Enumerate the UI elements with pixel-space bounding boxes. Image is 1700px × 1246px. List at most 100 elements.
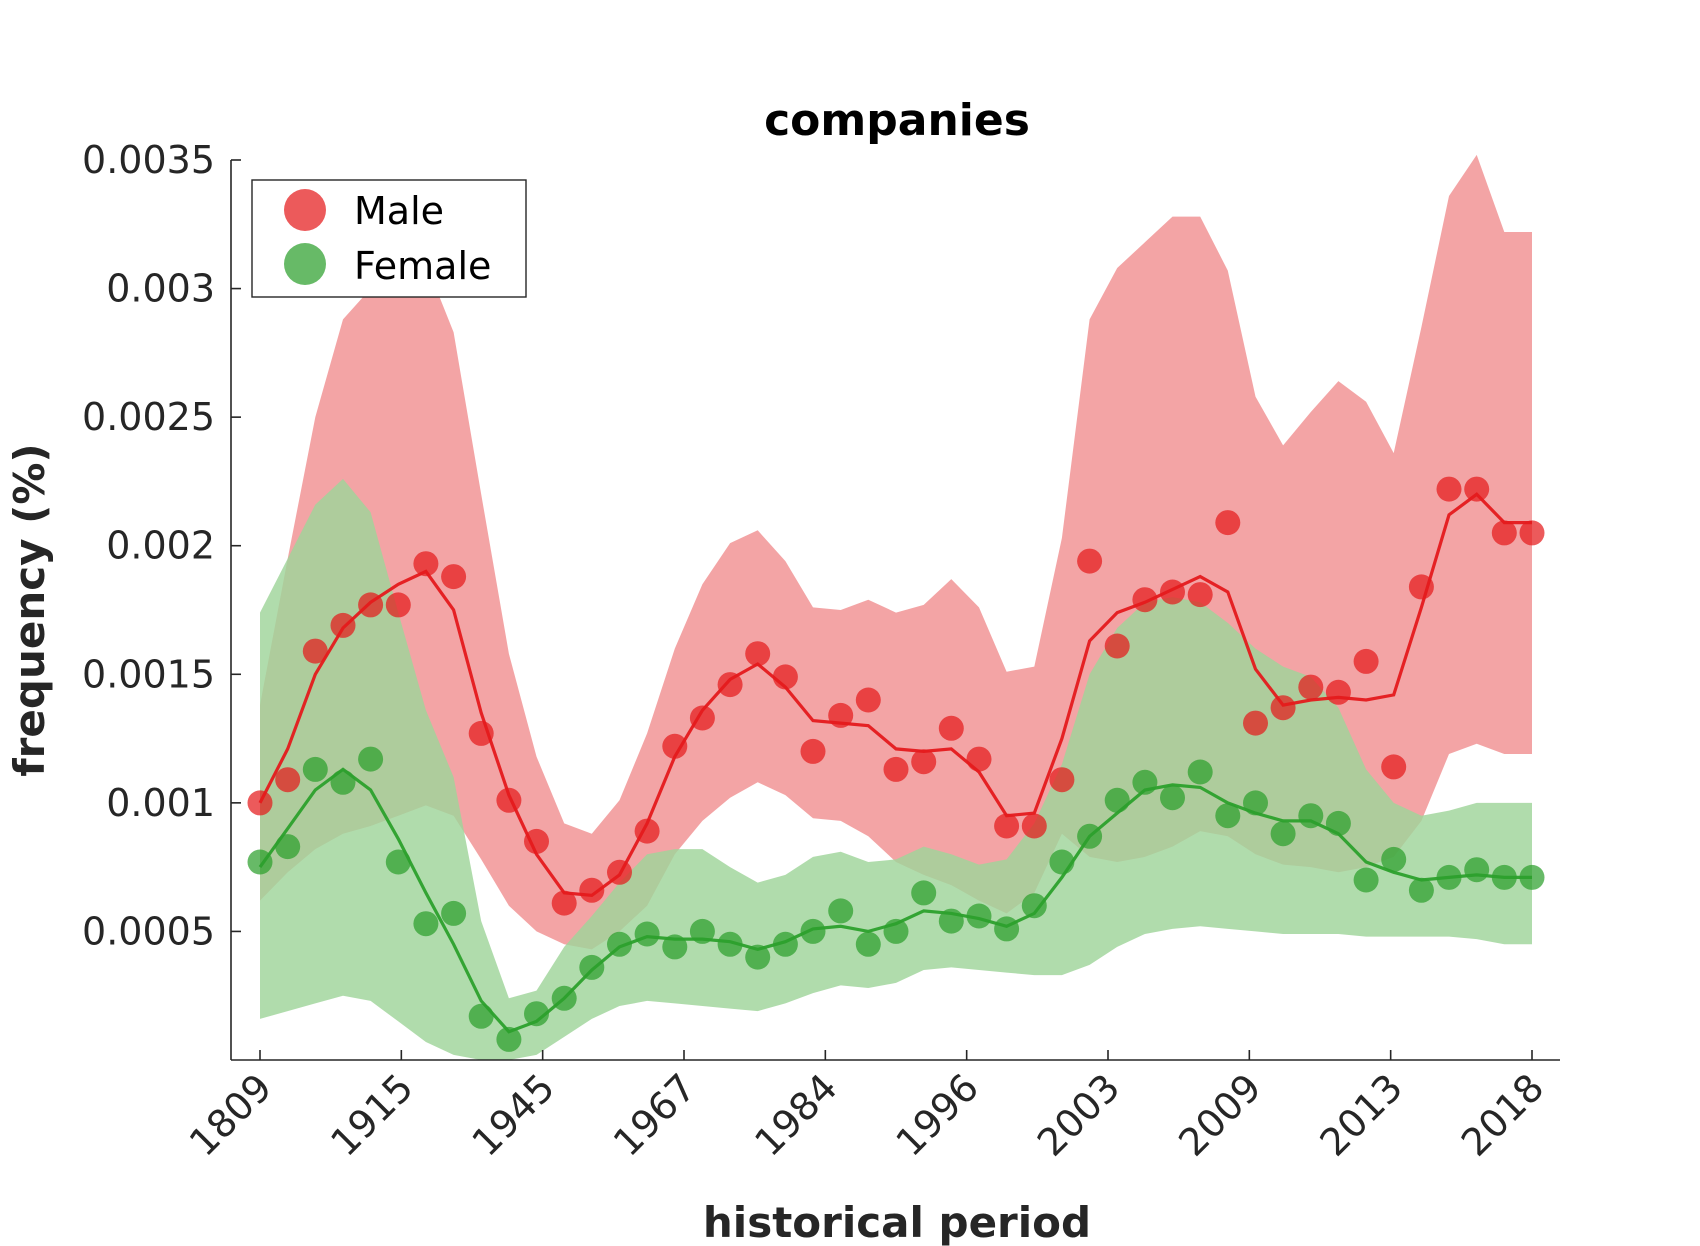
point-female: [1464, 857, 1490, 883]
point-male: [579, 877, 605, 903]
point-male: [772, 664, 798, 690]
point-male: [551, 890, 577, 916]
point-female: [1077, 823, 1103, 849]
legend: Male Female: [251, 179, 527, 298]
point-female: [800, 918, 826, 944]
point-female: [1381, 846, 1407, 872]
x-ticks: 1809 1915 1945 1967 1984 1996 2003 2009 2013 2018: [181, 1050, 1553, 1165]
x-tick-label: 2018: [1453, 1065, 1553, 1165]
point-male: [994, 813, 1020, 839]
point-female: [1353, 867, 1379, 893]
legend-marker-male: [284, 189, 326, 231]
point-male: [1464, 476, 1490, 502]
point-male: [1160, 579, 1185, 605]
y-axis-title: frequency (%): [5, 443, 54, 776]
point-female: [1187, 759, 1213, 785]
point-female: [1215, 803, 1241, 829]
point-male: [745, 641, 771, 667]
band-female: [260, 478, 1532, 1060]
point-male: [662, 733, 688, 759]
x-axis-title: historical period: [703, 1198, 1091, 1246]
point-female: [745, 944, 771, 970]
point-female: [468, 1003, 494, 1029]
x-tick-label: 2009: [1170, 1065, 1270, 1165]
point-female: [1160, 785, 1185, 811]
point-female: [385, 849, 411, 875]
point-female: [994, 916, 1020, 942]
point-female: [1408, 877, 1434, 903]
point-female: [302, 756, 328, 782]
point-female: [1243, 790, 1268, 816]
point-male: [966, 746, 992, 772]
point-female: [496, 1026, 522, 1052]
point-female: [1270, 821, 1296, 847]
point-male: [1187, 582, 1213, 608]
point-female: [855, 931, 881, 957]
point-female: [441, 900, 467, 926]
legend-label-male: Male: [354, 189, 444, 233]
chart-title: companies: [764, 95, 1030, 146]
y-tick-label: 0.001: [106, 781, 215, 825]
point-male: [358, 592, 384, 618]
point-male: [247, 790, 273, 816]
point-male: [1491, 520, 1517, 546]
point-male: [1353, 648, 1379, 674]
point-female: [938, 908, 964, 934]
x-tick-label: 1996: [888, 1065, 988, 1165]
point-male: [1436, 476, 1462, 502]
point-male: [1298, 674, 1324, 700]
y-tick-label: 0.002: [106, 524, 215, 568]
x-tick-label: 2003: [1029, 1065, 1129, 1165]
confidence-bands: [260, 154, 1532, 1060]
point-male: [302, 638, 328, 664]
point-female: [662, 934, 688, 960]
point-male: [800, 738, 826, 764]
point-male: [496, 787, 522, 813]
point-female: [883, 918, 909, 944]
point-male: [1104, 633, 1130, 659]
point-male: [1519, 520, 1545, 546]
legend-label-female: Female: [354, 244, 491, 288]
point-female: [1436, 864, 1462, 890]
point-male: [468, 720, 494, 746]
point-male: [689, 705, 715, 731]
point-female: [247, 849, 273, 875]
point-female: [911, 880, 937, 906]
point-male: [634, 818, 660, 844]
x-tick-label: 1967: [605, 1065, 705, 1165]
data-points: [247, 476, 1545, 1052]
point-male: [330, 612, 356, 638]
point-male: [911, 749, 937, 775]
point-male: [275, 767, 301, 793]
point-female: [413, 911, 439, 937]
point-female: [1132, 769, 1158, 795]
point-male: [855, 687, 881, 713]
y-tick-label: 0.0005: [82, 909, 215, 953]
point-male: [524, 828, 549, 854]
axes: [230, 160, 1560, 1061]
point-male: [1270, 695, 1296, 721]
point-male: [1381, 754, 1407, 780]
point-female: [275, 834, 301, 860]
point-female: [1519, 864, 1545, 890]
y-ticks: 0.0005 0.001 0.0015 0.002 0.0025 0.003 0.0035: [82, 138, 241, 953]
point-female: [1104, 787, 1130, 813]
point-female: [689, 918, 715, 944]
x-tick-label: 1915: [322, 1065, 422, 1165]
y-tick-label: 0.003: [106, 267, 215, 311]
point-female: [828, 898, 854, 924]
point-male: [1049, 767, 1075, 793]
y-tick-label: 0.0035: [82, 138, 215, 182]
point-male: [1215, 510, 1241, 536]
point-female: [579, 954, 605, 980]
point-male: [441, 564, 467, 590]
point-female: [966, 903, 992, 929]
point-male: [1408, 574, 1434, 600]
point-male: [1132, 587, 1158, 613]
x-tick-label: 2013: [1312, 1065, 1412, 1165]
point-male: [607, 859, 632, 885]
point-female: [358, 746, 384, 772]
legend-marker-female: [284, 243, 326, 285]
point-male: [413, 551, 439, 577]
